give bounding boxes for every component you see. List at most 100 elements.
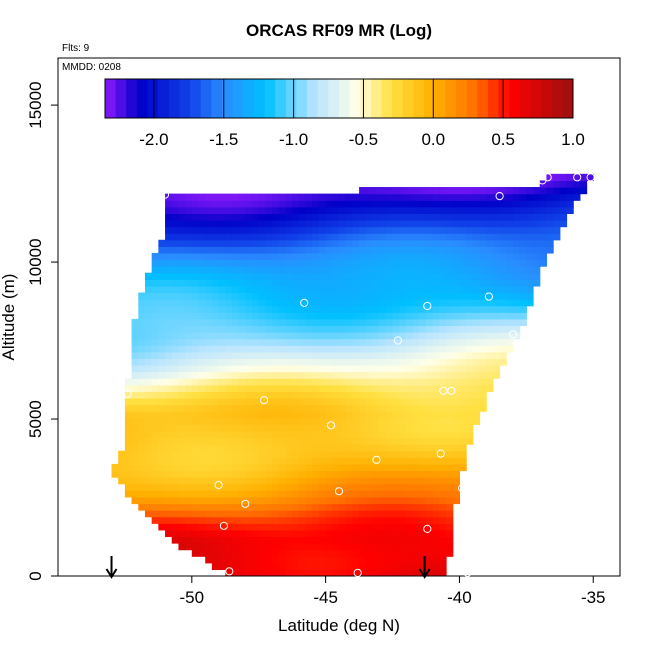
heat-cell	[298, 529, 307, 538]
heat-cell	[365, 463, 374, 472]
heat-cell	[372, 490, 380, 498]
heat-cell	[272, 219, 280, 228]
heat-cell	[573, 173, 581, 182]
heat-cell	[165, 510, 173, 518]
heat-cell	[405, 411, 414, 419]
heat-cell	[158, 463, 166, 472]
heat-cell	[285, 463, 293, 472]
heat-cell	[325, 549, 333, 557]
heat-cell	[533, 239, 541, 247]
heat-cell	[165, 358, 173, 366]
heat-cell	[539, 233, 547, 241]
heat-cell	[245, 457, 253, 465]
heat-cell	[385, 325, 394, 333]
heat-cell	[158, 312, 166, 320]
heat-cell	[211, 516, 220, 524]
heat-cell	[439, 351, 447, 360]
heat-cell	[379, 477, 387, 485]
heat-cell	[446, 318, 454, 327]
heat-cell	[459, 384, 467, 392]
heat-cell	[379, 424, 387, 432]
heat-cell	[245, 549, 253, 557]
heat-cell	[479, 332, 487, 340]
heat-cell	[466, 213, 474, 221]
heat-cell	[472, 226, 481, 234]
heat-cell	[198, 226, 206, 234]
heat-cell	[312, 233, 320, 241]
heat-cell	[292, 404, 300, 412]
heat-cell	[312, 470, 320, 478]
heat-cell	[359, 200, 367, 208]
heat-cell	[425, 417, 434, 425]
heat-cell	[312, 444, 320, 452]
heat-cell	[425, 562, 434, 570]
heat-cell	[432, 371, 440, 379]
heat-cell	[459, 285, 467, 294]
heat-cell	[138, 299, 146, 307]
heat-cell	[185, 259, 193, 267]
heat-cell	[171, 345, 180, 353]
heat-cell	[312, 325, 320, 333]
heat-cell	[198, 292, 206, 300]
heat-cell	[452, 187, 461, 195]
heat-cell	[432, 490, 440, 498]
heat-cell	[165, 312, 173, 320]
heat-cell	[452, 259, 461, 267]
heat-cell	[345, 279, 353, 287]
heat-cell	[225, 239, 233, 247]
heat-cell	[332, 516, 340, 524]
heat-cell	[205, 338, 213, 346]
heat-cell	[392, 437, 400, 445]
heat-cell	[546, 193, 554, 201]
chart-title: ORCAS RF09 MR (Log)	[246, 21, 432, 40]
heat-cell	[466, 358, 474, 366]
heat-cell	[218, 424, 226, 432]
heat-cell	[231, 510, 240, 518]
heat-cell	[392, 266, 400, 274]
sample-point	[508, 330, 518, 339]
heat-cell	[211, 411, 220, 419]
heat-cell	[151, 463, 159, 472]
heat-cell	[265, 200, 273, 208]
heat-cell	[439, 411, 447, 419]
heat-cell	[352, 200, 360, 208]
heat-cell	[405, 483, 414, 491]
heat-cell	[298, 384, 307, 392]
heat-cell	[439, 246, 447, 254]
heat-cell	[339, 305, 347, 313]
heat-cell	[452, 444, 461, 452]
heat-cell	[205, 266, 213, 274]
heat-cell	[298, 457, 307, 465]
heat-cell	[285, 193, 293, 201]
heat-cell	[573, 180, 581, 188]
heat-cell	[352, 259, 360, 267]
heat-cell	[405, 213, 414, 221]
heat-cell	[144, 463, 153, 472]
heat-cell	[278, 332, 287, 340]
heat-cell	[151, 272, 159, 280]
heat-cell	[566, 187, 574, 195]
heat-cell	[332, 543, 340, 551]
heat-cell	[325, 312, 333, 320]
heat-cell	[292, 490, 300, 498]
heat-cell	[245, 378, 253, 386]
heat-cell	[405, 371, 414, 379]
heat-cell	[138, 391, 146, 399]
colorbar-segment	[349, 79, 361, 118]
heat-cell	[472, 233, 481, 241]
heat-cell	[305, 272, 313, 280]
heat-cell	[278, 398, 287, 406]
heat-cell	[412, 457, 420, 465]
heat-cell	[292, 430, 300, 439]
heat-cell	[526, 292, 534, 300]
heat-cell	[205, 556, 213, 564]
heat-cell	[258, 523, 266, 531]
heat-cell	[339, 398, 347, 406]
plot-frame	[57, 57, 621, 577]
heat-cell	[332, 398, 340, 406]
heat-cell	[379, 365, 387, 373]
heat-cell	[399, 187, 407, 195]
heat-cell	[298, 444, 307, 452]
colorbar-segment	[105, 79, 117, 118]
heat-cell	[352, 338, 360, 346]
